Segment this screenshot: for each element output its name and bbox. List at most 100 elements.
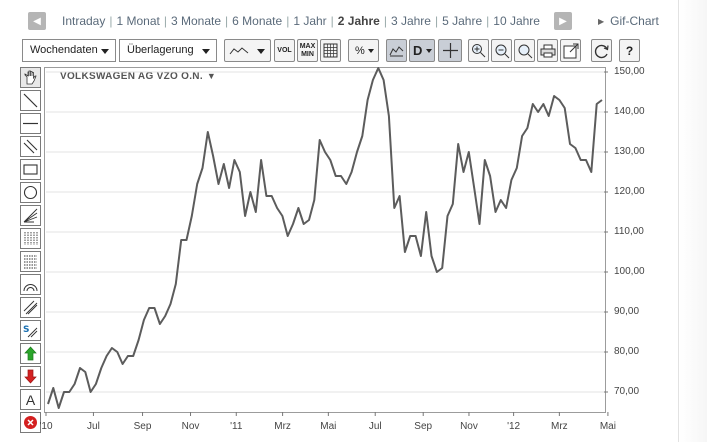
y-tick-label: 100,00 [614, 266, 645, 277]
chevron-down-icon [368, 49, 374, 53]
sell-arrow-tool[interactable] [20, 366, 41, 387]
period-separator: | [383, 14, 387, 28]
x-tick-label: Sep [414, 421, 433, 432]
grid-icon [323, 43, 338, 58]
overlay-select[interactable]: Überlagerung [119, 39, 217, 62]
zoom-in-button[interactable] [468, 39, 489, 62]
horizontal-line-tool[interactable] [20, 113, 41, 134]
x-tick-label: Mrz [551, 421, 568, 432]
scale-select[interactable]: % [348, 39, 379, 62]
zoom-out-button[interactable] [491, 39, 512, 62]
period-separator: | [163, 14, 167, 28]
rectangle-icon [23, 164, 38, 175]
y-tick-label: 120,00 [614, 186, 645, 197]
fullscreen-button[interactable] [560, 39, 581, 62]
x-tick-label: Mai [599, 421, 616, 432]
x-tick-label: '11 [230, 421, 243, 432]
chart-type-select[interactable] [224, 39, 271, 62]
interval-select-value: Wochendaten [30, 44, 98, 56]
interval-select[interactable]: Wochendaten [22, 39, 116, 62]
svg-text:S: S [23, 325, 29, 335]
fibonacci-horizontal-tool[interactable] [20, 251, 41, 272]
expand-icon [563, 43, 578, 58]
instrument-name: VOLKSWAGEN AG VZO O.N. [60, 71, 203, 82]
circle-tool[interactable] [20, 182, 41, 203]
refresh-button[interactable] [591, 39, 612, 62]
period-option[interactable]: 5 Jahre [442, 14, 483, 28]
gif-chart-link[interactable]: ▶ Gif-Chart [598, 14, 659, 28]
volume-label: VOL [277, 46, 292, 54]
refresh-icon [594, 44, 609, 58]
period-option[interactable]: 6 Monate [232, 14, 283, 28]
x-tick-label: Sep [133, 421, 152, 432]
crosshair-toggle[interactable] [438, 39, 462, 62]
x-tick-label: '12 [507, 421, 521, 432]
volume-toggle[interactable]: VOL [274, 39, 295, 62]
period-separator: | [330, 14, 334, 28]
chart-toolbar: Wochendaten Überlagerung VOL MAX MIN % D [22, 39, 692, 63]
hand-tool[interactable] [20, 67, 41, 88]
period-selector: Intraday | 1 Monat | 3 Monate | 6 Monate | 1 Jah… [60, 14, 542, 28]
period-option[interactable]: 1 Jahr [293, 14, 327, 28]
delete-tool[interactable] [20, 412, 41, 433]
instrument-title[interactable]: VOLKSWAGEN AG VZO O.N. ▼ [60, 71, 216, 82]
sell-arrow-icon [24, 369, 37, 384]
period-separator: | [486, 14, 490, 28]
period-d-label: D [413, 43, 423, 58]
help-label: ? [625, 43, 634, 58]
print-button[interactable] [537, 39, 558, 62]
period-d-select[interactable]: D [409, 39, 435, 62]
period-bar: ◀ Intraday | 1 Monat | 3 Monate | 6 Monate | 1 J… [22, 10, 687, 32]
x-tick-label: Mrz [274, 421, 291, 432]
zoom-reset-button[interactable] [514, 39, 535, 62]
page-right-edge [678, 0, 707, 442]
period-option[interactable]: 3 Jahre [390, 14, 431, 28]
scroll-left-button[interactable]: ◀ [28, 12, 46, 30]
period-option[interactable]: 2 Jahre [337, 14, 380, 28]
period-option[interactable]: Intraday [62, 14, 106, 28]
rectangle-tool[interactable] [20, 159, 41, 180]
horizontal-line-icon [23, 122, 38, 125]
fibonacci-vertical-tool[interactable] [20, 228, 41, 249]
chevron-down-icon: ▼ [206, 71, 217, 81]
scroll-right-button[interactable]: ▶ [554, 12, 572, 30]
x-tick-label: Mai [320, 421, 337, 432]
x-tick-label: Jul [87, 421, 100, 432]
arcs-icon [23, 284, 38, 292]
fan-icon [23, 208, 38, 223]
period-option[interactable]: 10 Jahre [493, 14, 540, 28]
printer-icon [540, 44, 555, 57]
line-tool[interactable] [20, 90, 41, 111]
zoom-in-icon [471, 43, 485, 57]
area-chart-icon [389, 46, 404, 57]
signal-tool[interactable]: S [20, 320, 41, 341]
channel-icon [23, 300, 38, 315]
help-button[interactable]: ? [619, 39, 640, 62]
x-tick-label: Nov [460, 421, 478, 432]
overlay-select-value: Überlagerung [127, 44, 194, 56]
chevron-down-icon [101, 49, 109, 54]
zoom-out-icon [495, 44, 509, 58]
signal-icon: S [23, 325, 38, 338]
max-min-toggle[interactable]: MAX MIN [297, 39, 318, 62]
arcs-tool[interactable] [20, 274, 41, 295]
x-tick-label: '10 [39, 421, 53, 432]
x-tick-label: Nov [181, 421, 200, 432]
grid-toggle[interactable] [320, 39, 341, 62]
y-tick-label: 150,00 [614, 66, 645, 77]
parallel-lines-tool[interactable] [20, 136, 41, 157]
y-tick-label: 110,00 [614, 226, 644, 237]
chart-area[interactable]: VOLKSWAGEN AG VZO O.N. ▼ [44, 67, 606, 413]
period-option[interactable]: 1 Monat [116, 14, 160, 28]
parallel-lines-icon [23, 139, 38, 154]
chevron-down-icon [202, 49, 210, 54]
text-tool[interactable]: A [20, 389, 41, 410]
buy-arrow-tool[interactable] [20, 343, 41, 364]
period-option[interactable]: 3 Monate [170, 14, 222, 28]
y-tick-label: 130,00 [614, 146, 645, 157]
channel-tool[interactable] [20, 297, 41, 318]
fan-tool[interactable] [20, 205, 41, 226]
chart-fill-toggle[interactable] [386, 39, 407, 62]
line-icon [23, 93, 38, 108]
